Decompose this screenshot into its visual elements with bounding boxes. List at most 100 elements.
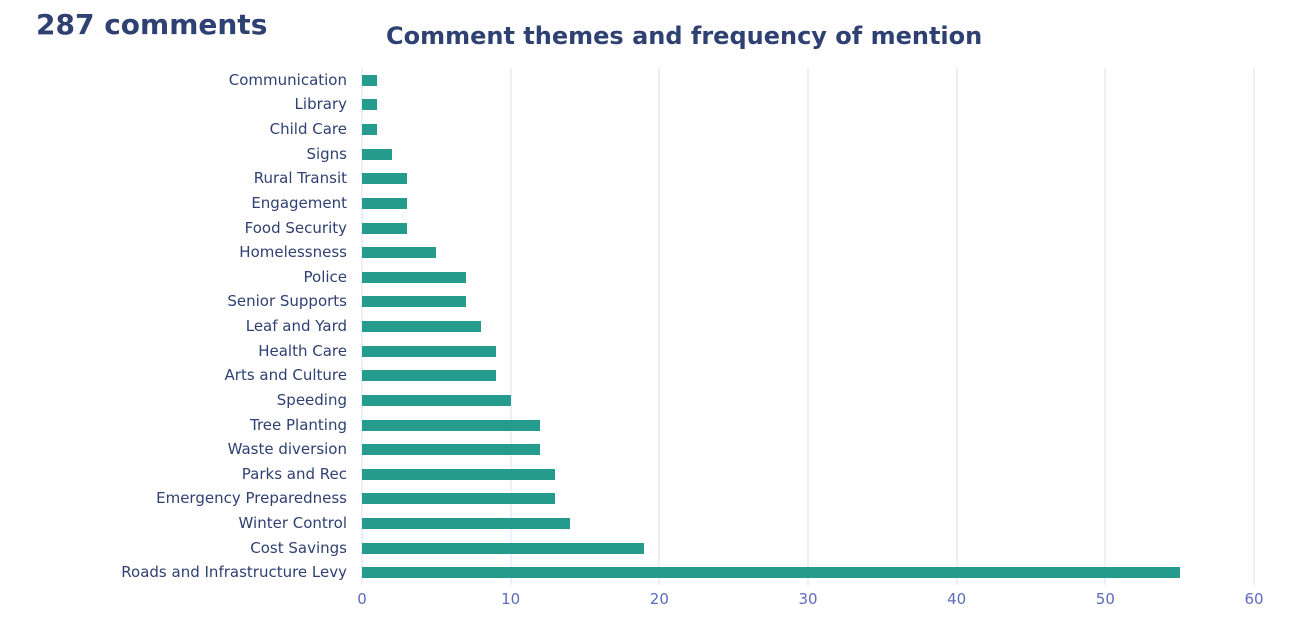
category-label: Waste diversion bbox=[227, 440, 347, 459]
category-label: Engagement bbox=[251, 193, 347, 212]
bar bbox=[362, 247, 437, 259]
x-axis-ticks: 0 10 20 30 40 50 60 bbox=[357, 590, 1263, 612]
gridline bbox=[1104, 68, 1106, 585]
bar bbox=[362, 99, 377, 111]
chart-title: Comment themes and frequency of mention bbox=[386, 22, 983, 50]
bar-track bbox=[362, 419, 1254, 431]
bar bbox=[362, 444, 541, 456]
comment-count-label: 287 comments bbox=[36, 8, 268, 41]
category-label: Signs bbox=[306, 144, 347, 163]
bar-row: Emergency Preparedness bbox=[0, 487, 1307, 512]
x-tick-label: 30 bbox=[798, 590, 818, 608]
bar bbox=[362, 173, 407, 185]
category-label: Cost Savings bbox=[250, 538, 347, 557]
bar-row: Tree Planting bbox=[0, 413, 1307, 438]
x-tick-label: 40 bbox=[947, 590, 967, 608]
gridline bbox=[956, 68, 958, 585]
bar-row: Homelessness bbox=[0, 240, 1307, 265]
bar bbox=[362, 518, 571, 530]
category-label: Speeding bbox=[276, 390, 347, 409]
bar-row: Child Care bbox=[0, 117, 1307, 142]
bar-track bbox=[362, 394, 1254, 406]
bar bbox=[362, 271, 467, 283]
bar-row: Senior Supports bbox=[0, 290, 1307, 315]
gridline bbox=[510, 68, 512, 585]
x-tick-label: 20 bbox=[649, 590, 669, 608]
category-label: Winter Control bbox=[238, 514, 347, 533]
bar bbox=[362, 493, 556, 505]
bar-track bbox=[362, 74, 1254, 86]
bar bbox=[362, 567, 1180, 579]
category-label: Parks and Rec bbox=[241, 464, 347, 483]
category-label: Food Security bbox=[244, 218, 347, 237]
bar bbox=[362, 148, 392, 160]
bar-track bbox=[362, 124, 1254, 136]
bar-track bbox=[362, 197, 1254, 209]
bar-track bbox=[362, 542, 1254, 554]
bar-row: Cost Savings bbox=[0, 536, 1307, 561]
bar bbox=[362, 419, 541, 431]
bar-track bbox=[362, 370, 1254, 382]
bar-row: Roads and Infrastructure Levy bbox=[0, 561, 1307, 586]
gridline bbox=[807, 68, 809, 585]
category-label: Library bbox=[294, 95, 347, 114]
category-label: Health Care bbox=[258, 341, 347, 360]
category-label: Senior Supports bbox=[227, 292, 347, 311]
bar-track bbox=[362, 493, 1254, 505]
bar-row: Parks and Rec bbox=[0, 462, 1307, 487]
x-tick-label: 60 bbox=[1244, 590, 1264, 608]
bar-row: Arts and Culture bbox=[0, 364, 1307, 389]
bar-row: Waste diversion bbox=[0, 437, 1307, 462]
x-tick-label: 0 bbox=[357, 590, 367, 608]
bar bbox=[362, 542, 645, 554]
bar-row: Signs bbox=[0, 142, 1307, 167]
bar-track bbox=[362, 296, 1254, 308]
bar-track bbox=[362, 468, 1254, 480]
bar bbox=[362, 321, 481, 333]
bar bbox=[362, 124, 377, 136]
category-label: Police bbox=[303, 267, 348, 286]
category-label: Rural Transit bbox=[253, 169, 347, 188]
bar-track bbox=[362, 567, 1254, 579]
bar-row: Engagement bbox=[0, 191, 1307, 216]
bar bbox=[362, 394, 511, 406]
bar-track bbox=[362, 518, 1254, 530]
category-label: Leaf and Yard bbox=[245, 317, 347, 336]
bar bbox=[362, 222, 407, 234]
bar-track bbox=[362, 345, 1254, 357]
bar-track bbox=[362, 148, 1254, 160]
bar-track bbox=[362, 173, 1254, 185]
gridline bbox=[658, 68, 660, 585]
category-label: Homelessness bbox=[239, 243, 347, 262]
bar bbox=[362, 468, 556, 480]
bar-track bbox=[362, 222, 1254, 234]
bar-row: Communication bbox=[0, 68, 1307, 93]
category-label: Tree Planting bbox=[249, 415, 347, 434]
category-label: Arts and Culture bbox=[224, 366, 347, 385]
bar-track bbox=[362, 271, 1254, 283]
bar-row: Winter Control bbox=[0, 511, 1307, 536]
bar-row: Library bbox=[0, 93, 1307, 118]
bar-track bbox=[362, 99, 1254, 111]
category-label: Roads and Infrastructure Levy bbox=[121, 563, 347, 582]
bar bbox=[362, 296, 467, 308]
bar-row: Speeding bbox=[0, 388, 1307, 413]
bar-track bbox=[362, 444, 1254, 456]
bar-track bbox=[362, 247, 1254, 259]
bar-row: Leaf and Yard bbox=[0, 314, 1307, 339]
bar bbox=[362, 370, 496, 382]
bar bbox=[362, 74, 377, 86]
gridline bbox=[1253, 68, 1255, 585]
bar bbox=[362, 197, 407, 209]
x-tick-label: 50 bbox=[1095, 590, 1115, 608]
bar-row: Food Security bbox=[0, 216, 1307, 241]
x-tick-label: 10 bbox=[501, 590, 521, 608]
category-label: Emergency Preparedness bbox=[156, 489, 347, 508]
bar-row: Police bbox=[0, 265, 1307, 290]
category-label: Communication bbox=[228, 70, 347, 89]
bar-track bbox=[362, 321, 1254, 333]
bar-row: Rural Transit bbox=[0, 167, 1307, 192]
bar-row: Health Care bbox=[0, 339, 1307, 364]
category-label: Child Care bbox=[269, 120, 347, 139]
